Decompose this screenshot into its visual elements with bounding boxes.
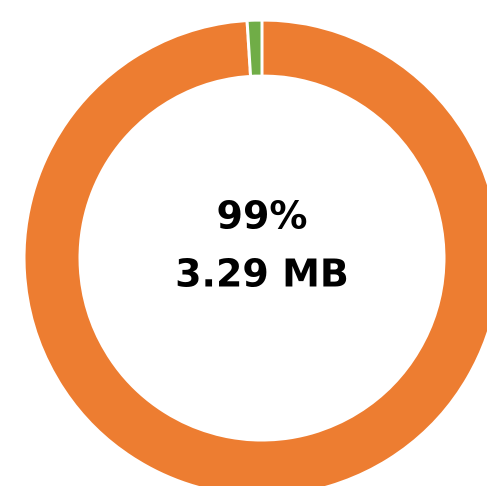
donut-segment [22,18,487,486]
donut-segment [245,18,264,78]
center-value: 99% [217,194,308,238]
segments [22,18,487,486]
center-size: 3.29 MB [175,252,349,296]
